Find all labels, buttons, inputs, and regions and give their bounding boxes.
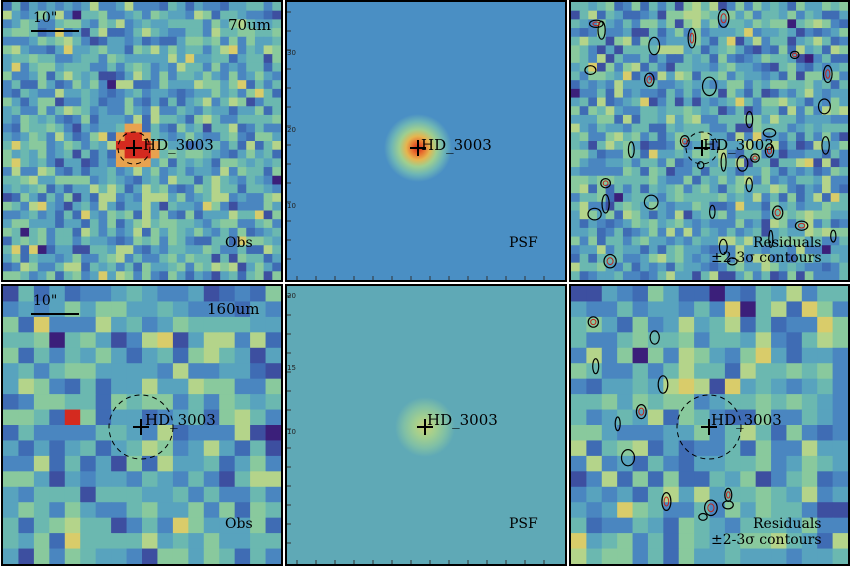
panel-kind-label: Residuals <box>753 516 822 532</box>
scale-label: 10" <box>33 293 58 309</box>
psf-tick-label: 15 <box>287 364 296 372</box>
psf-tick-label: 20 <box>287 292 296 300</box>
psf-panel-70um: 30 20 10 HD_3003 PSF <box>285 0 567 282</box>
psf-tick-label: 10 <box>287 428 296 436</box>
target-label: HD_3003 <box>145 411 216 429</box>
obs-panel-160um: 10" 160um HD_3003 Obs <box>1 284 283 566</box>
panel-kind-label: Obs <box>225 235 253 251</box>
panel-kind-label: PSF <box>509 516 538 532</box>
target-label: HD_3003 <box>703 136 774 154</box>
psf-panel-160um: 20 15 10 HD_3003 PSF <box>285 284 567 566</box>
target-label: HD_3003 <box>143 136 214 154</box>
psf-tick-label: 10 <box>287 202 296 210</box>
contour-note-label: ±2-3σ contours <box>711 532 822 548</box>
obs-panel-70um: 10" 70um HD_3003 Obs <box>1 0 283 282</box>
residual-map-160um <box>571 286 848 564</box>
scale-bar <box>31 313 79 315</box>
psf-tick-label: 30 <box>287 49 296 57</box>
obs-map-70um <box>3 2 281 280</box>
scale-label: 10" <box>33 10 58 26</box>
band-label: 70um <box>228 16 271 34</box>
panel-kind-label: Residuals <box>753 235 822 251</box>
panel-kind-label: PSF <box>509 235 538 251</box>
psf-tick-label: 20 <box>287 126 296 134</box>
psf-map-70um <box>287 2 565 280</box>
residual-panel-160um: HD_3003 Residuals ±2-3σ contours <box>569 284 850 566</box>
residual-map-70um <box>571 2 848 280</box>
contour-note-label: ±2-3σ contours <box>711 250 822 266</box>
residual-panel-70um: HD_3003 Residuals ±2-3σ contours <box>569 0 850 282</box>
panel-kind-label: Obs <box>225 516 253 532</box>
obs-map-160um <box>3 286 281 564</box>
target-label: HD_3003 <box>711 411 782 429</box>
scale-bar <box>31 30 79 32</box>
band-label: 160um <box>207 300 260 318</box>
target-label: HD_3003 <box>421 136 492 154</box>
psf-map-160um <box>287 286 565 564</box>
target-label: HD_3003 <box>427 411 498 429</box>
